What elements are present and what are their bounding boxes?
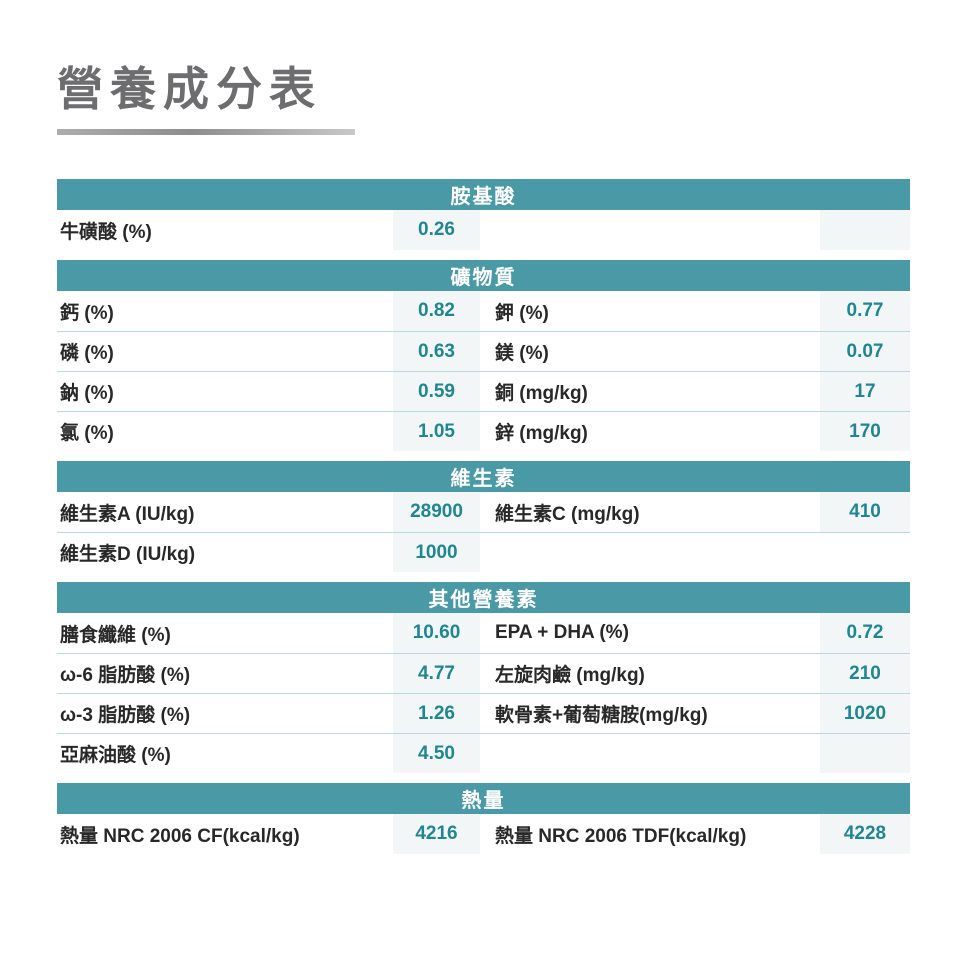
row-value-right: 170 (820, 412, 910, 451)
table-row: 維生素D (IU/kg) 1000 (57, 532, 910, 572)
section-header: 礦物質 (57, 260, 910, 291)
row-value-left: 4216 (393, 814, 480, 854)
row-label-right: 熱量 NRC 2006 TDF(kcal/kg) (495, 825, 747, 847)
row-label-right: 左旋肉鹼 (mg/kg) (495, 665, 645, 686)
table-section: 胺基酸牛磺酸 (%) 0.26 (57, 179, 910, 250)
row-value-right: 1020 (820, 694, 910, 733)
row-label-left: 鈣 (%) (60, 302, 114, 324)
section-header: 胺基酸 (57, 179, 910, 210)
row-label-right: 鉀 (%) (495, 302, 549, 324)
page-title: 營養成分表 (57, 63, 322, 115)
table-row: 鈉 (%) 0.59 銅 (mg/kg) 17 (57, 371, 910, 411)
row-value-right (820, 210, 910, 250)
row-value-left: 4.50 (393, 734, 480, 773)
table-row: 膳食纖維 (%) 10.60 EPA + DHA (%) 0.72 (57, 613, 910, 653)
row-label-left: 熱量 NRC 2006 CF(kcal/kg) (60, 825, 300, 847)
table-row: ω-3 脂肪酸 (%) 1.26 軟骨素+葡萄糖胺(mg/kg) 1020 (57, 693, 910, 733)
title-underline (57, 129, 355, 135)
section-header: 熱量 (57, 783, 910, 814)
table-section: 熱量 熱量 NRC 2006 CF(kcal/kg) 4216 熱量 NRC 2006… (57, 783, 910, 854)
row-label-left: 維生素A (IU/kg) (60, 503, 195, 525)
row-value-right: 17 (820, 372, 910, 411)
row-value-right: 0.77 (820, 291, 910, 331)
table-section: 礦物質鈣 (%) 0.82 鉀 (%) 0.77 磷 (%) 0.63 鎂 (%) 0.07 鈉… (57, 260, 910, 451)
row-value-left: 0.82 (393, 291, 480, 331)
row-label-right (480, 210, 820, 250)
row-value-left: 0.59 (393, 372, 480, 411)
table-row: 熱量 NRC 2006 CF(kcal/kg) 4216 熱量 NRC 2006 T… (57, 814, 910, 854)
row-label-left: 維生素D (IU/kg) (60, 544, 196, 565)
row-label-left: 膳食纖維 (%) (60, 624, 171, 646)
table-row: 牛磺酸 (%) 0.26 (57, 210, 910, 250)
row-value-right (820, 533, 910, 572)
section-header: 維生素 (57, 461, 910, 492)
row-label-right: 維生素C (mg/kg) (495, 503, 640, 525)
table-row: 鈣 (%) 0.82 鉀 (%) 0.77 (57, 291, 910, 331)
row-label-right: 軟骨素+葡萄糖胺(mg/kg) (495, 705, 708, 726)
row-label-left: 磷 (%) (60, 343, 114, 364)
row-label-right: 鎂 (%) (495, 343, 549, 364)
row-label-right: 銅 (mg/kg) (495, 383, 588, 404)
row-value-right: 210 (820, 654, 910, 693)
table-row: 亞麻油酸 (%) 4.50 (57, 733, 910, 773)
row-label-right (480, 533, 820, 572)
row-value-right: 0.72 (820, 613, 910, 653)
row-value-left: 28900 (393, 492, 480, 532)
nutrition-table: 胺基酸 牛磺酸 (%) 0.26 礦物質鈣 (%) 0.82 鉀 (%) 0.77 磷 (%)… (57, 179, 910, 854)
table-section: 其他營養素 膳食纖維 (%) 10.60 EPA + DHA (%) 0.72 ω-6 脂… (57, 582, 910, 773)
table-row: ω-6 脂肪酸 (%) 4.77 左旋肉鹼 (mg/kg) 210 (57, 653, 910, 693)
row-label-left: 氯 (%) (60, 423, 114, 444)
row-value-left: 1.05 (393, 412, 480, 451)
row-label-left: 亞麻油酸 (%) (60, 745, 171, 766)
row-value-right: 410 (820, 492, 910, 532)
table-row: 氯 (%) 1.05 鋅 (mg/kg) 170 (57, 411, 910, 451)
nutrition-page: 營養成分表 胺基酸牛磺酸 (%) 0.26 礦物質鈣 (%) 0.82 鉀 (%) 0.7… (57, 63, 910, 854)
row-label-left: 鈉 (%) (60, 383, 114, 404)
row-value-left: 4.77 (393, 654, 480, 693)
table-row: 磷 (%) 0.63 鎂 (%) 0.07 (57, 331, 910, 371)
row-label-left: 牛磺酸 (%) (60, 221, 152, 243)
row-value-right: 4228 (820, 814, 910, 854)
row-label-right: 鋅 (mg/kg) (495, 423, 588, 444)
row-label-right: EPA + DHA (%) (495, 622, 629, 643)
row-value-right (820, 734, 910, 773)
row-value-left: 1000 (393, 533, 480, 572)
row-label-left: ω-3 脂肪酸 (%) (60, 705, 191, 726)
row-value-left: 1.26 (393, 694, 480, 733)
table-section: 維生素 維生素A (IU/kg) 28900 維生素C (mg/kg) 410 維生素D … (57, 461, 910, 572)
row-value-left: 0.26 (393, 210, 480, 250)
table-row: 維生素A (IU/kg) 28900 維生素C (mg/kg) 410 (57, 492, 910, 532)
row-value-left: 10.60 (393, 613, 480, 653)
row-value-right: 0.07 (820, 332, 910, 371)
row-value-left: 0.63 (393, 332, 480, 371)
row-label-right (480, 734, 820, 773)
section-header: 其他營養素 (57, 582, 910, 613)
row-label-left: ω-6 脂肪酸 (%) (60, 665, 191, 686)
